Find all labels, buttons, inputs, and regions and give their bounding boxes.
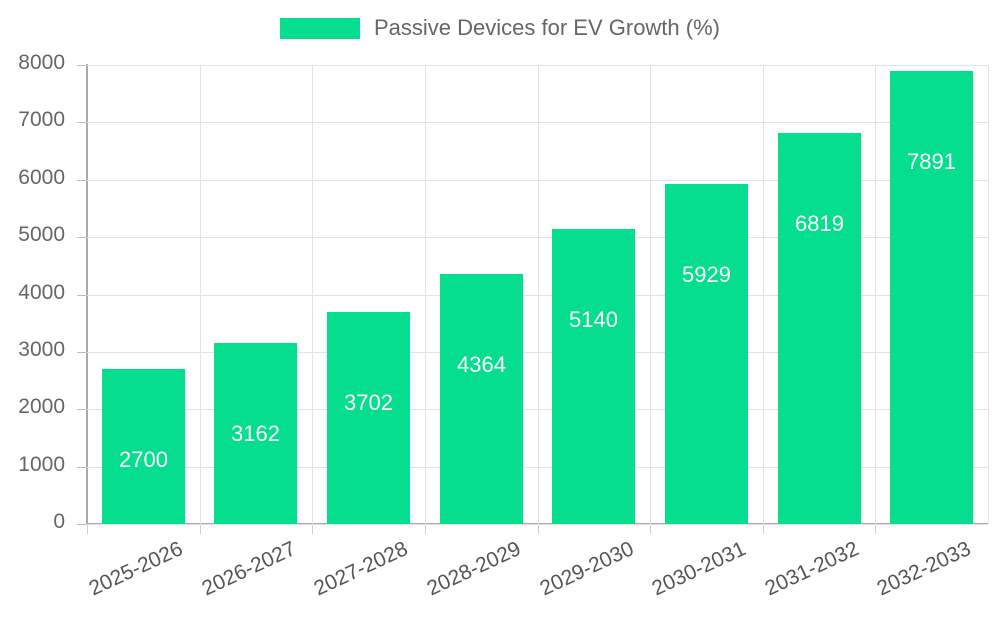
gridline-vertical	[988, 65, 989, 524]
gridline-vertical	[650, 65, 651, 524]
legend-entry[interactable]: Passive Devices for EV Growth (%)	[280, 17, 720, 39]
y-axis-tick-label: 6000	[18, 165, 65, 189]
gridline-vertical	[200, 65, 201, 524]
gridline-horizontal	[87, 122, 988, 124]
gridline-horizontal	[87, 179, 988, 181]
y-axis-tick-mark	[77, 409, 87, 411]
bar-value-label: 5929	[682, 261, 731, 287]
gridline-vertical	[763, 65, 764, 524]
bar[interactable]	[890, 71, 973, 524]
chart-legend: Passive Devices for EV Growth (%)	[0, 10, 1000, 46]
gridline-vertical	[538, 65, 539, 524]
x-axis-tick-mark	[875, 525, 876, 534]
gridline-horizontal	[87, 409, 988, 411]
legend-color-swatch	[280, 17, 360, 39]
bar-value-label: 6819	[795, 210, 844, 236]
x-axis-tick-mark	[538, 525, 539, 534]
bar-value-label: 5140	[569, 307, 618, 333]
x-axis-tick-label: 2025-2026	[85, 537, 187, 601]
bar-value-label: 7891	[907, 149, 956, 175]
bar[interactable]	[778, 132, 861, 524]
y-axis-tick-label: 7000	[18, 108, 65, 132]
y-axis-tick-label: 4000	[18, 280, 65, 304]
bar-value-label: 2700	[119, 447, 168, 473]
y-axis-tick-mark	[77, 65, 87, 66]
bar[interactable]	[102, 369, 185, 524]
bar[interactable]	[214, 342, 297, 524]
y-axis-tick-label: 5000	[18, 223, 65, 247]
y-axis-tick-label: 0	[53, 510, 65, 533]
gridline-horizontal	[87, 237, 988, 239]
gridline-vertical	[875, 65, 876, 524]
y-axis-tick-mark	[77, 179, 87, 181]
y-axis-tick-label: 8000	[18, 51, 65, 74]
y-axis-tick-mark	[77, 122, 87, 124]
x-axis-tick-label: 2031-2032	[761, 537, 863, 601]
gridline-vertical	[312, 65, 313, 524]
y-axis-tick-mark	[77, 466, 87, 468]
gridline-horizontal	[87, 524, 988, 525]
gridline-horizontal	[87, 351, 988, 353]
bar[interactable]	[327, 311, 410, 524]
y-axis-tick-label: 2000	[18, 395, 65, 419]
gridline-horizontal	[87, 65, 988, 66]
bar-chart: Passive Devices for EV Growth (%) 0 1000 2…	[0, 10, 1000, 601]
x-axis-tick-label: 2029-2030	[536, 537, 638, 601]
x-axis-tick-mark	[763, 525, 764, 534]
y-axis-tick-mark	[77, 351, 87, 353]
plot-area: 2700 3162 3702 4364 5140 5929 6819 7891	[87, 65, 989, 525]
bar[interactable]	[440, 273, 523, 524]
y-axis-tick-mark	[77, 524, 87, 525]
bar-value-label: 3702	[344, 389, 393, 415]
legend-label: Passive Devices for EV Growth (%)	[374, 15, 720, 40]
x-axis-tick-label: 2027-2028	[310, 537, 412, 601]
y-axis-tick-label: 1000	[18, 452, 65, 476]
y-axis-tick-mark	[77, 237, 87, 239]
x-axis-tick-mark	[312, 525, 313, 534]
x-axis-tick-label: 2032-2033	[873, 537, 975, 601]
x-axis-tick-mark	[87, 525, 88, 534]
gridline-vertical	[425, 65, 426, 524]
y-axis-tick-mark	[77, 294, 87, 296]
y-axis-tick-label: 3000	[18, 337, 65, 361]
bar[interactable]	[552, 229, 635, 524]
x-axis-tick-mark	[650, 525, 651, 534]
x-axis-tick-mark	[425, 525, 426, 534]
bar[interactable]	[665, 183, 748, 524]
bar-value-label: 4364	[457, 351, 506, 377]
bar-value-label: 3162	[231, 420, 280, 446]
gridline-horizontal	[87, 294, 988, 296]
x-axis-tick-label: 2026-2027	[198, 537, 300, 601]
gridline-horizontal	[87, 466, 988, 468]
x-axis-tick-mark	[200, 525, 201, 534]
x-axis-tick-label: 2028-2029	[423, 537, 525, 601]
x-axis-tick-label: 2030-2031	[648, 537, 750, 601]
